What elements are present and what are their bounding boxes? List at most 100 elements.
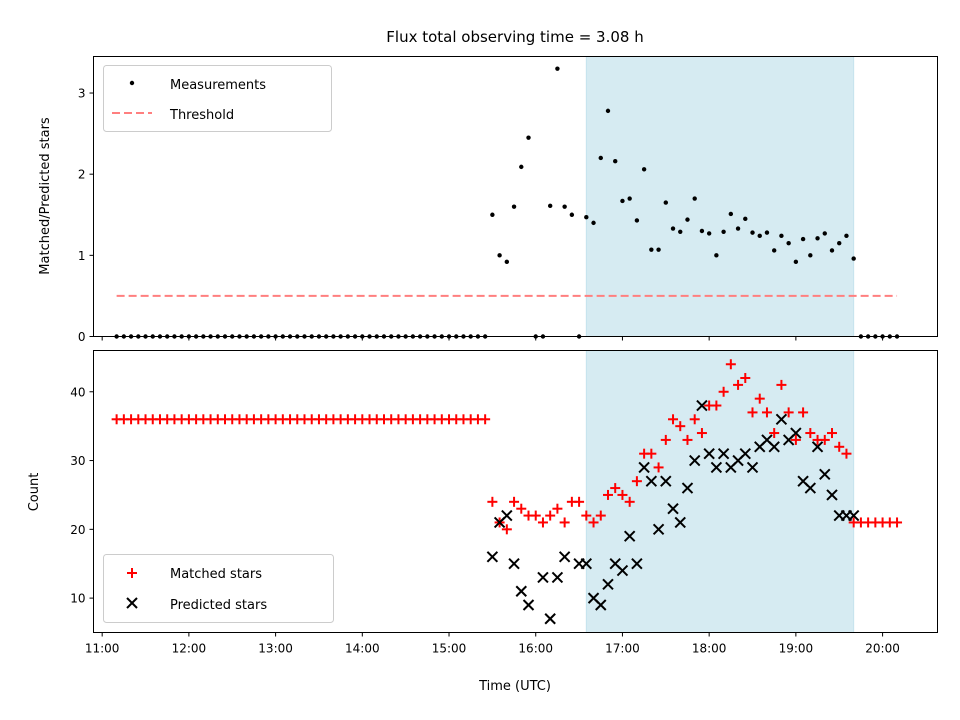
measurement-point: [620, 198, 625, 204]
predicted-star-point: [522, 599, 535, 611]
matched-star-point: [660, 434, 671, 445]
legend-threshold-label: Threshold: [169, 108, 234, 123]
matched-star-point: [718, 386, 729, 397]
matched-star-point: [653, 462, 664, 473]
measurement-point: [670, 226, 676, 231]
measurement-point: [706, 231, 712, 236]
matched-star-point: [834, 441, 845, 452]
observing-window-shade-top: [585, 56, 855, 337]
bottom-plot-frame: [93, 350, 938, 633]
measurement-point: [793, 259, 799, 265]
bottom-x-tick-label: 12:00: [172, 642, 207, 656]
measurement-point: [743, 216, 748, 222]
top-y-tick-label: 3: [78, 87, 86, 101]
predicted-star-point: [623, 530, 636, 542]
matched-star-point: [610, 483, 621, 494]
predicted-star-point: [811, 441, 824, 453]
bottom-x-tick-label: 20:00: [865, 642, 900, 656]
observing-window-shade-bottom: [585, 350, 855, 633]
measurement-point: [714, 253, 719, 258]
predicted-star-point: [660, 475, 672, 487]
bottom-y-axis-label: Count: [27, 473, 42, 512]
measurement-point: [844, 233, 849, 239]
measurement-point: [728, 211, 734, 217]
predicted-star-point: [688, 454, 701, 467]
top-legend: Measurements Threshold: [103, 65, 332, 132]
bottom-y-tick-label: 40: [70, 385, 85, 399]
measurement-point: [786, 240, 791, 246]
matched-star-point: [827, 428, 837, 439]
measurement-point: [685, 217, 690, 222]
top-x-ticks: [101, 336, 884, 341]
predicted-star-point: [544, 613, 556, 625]
predicted-star-point: [710, 461, 723, 474]
predicted-star-point: [602, 578, 614, 591]
measurement-point: [822, 231, 827, 236]
matched-star-point: [769, 428, 780, 439]
measurement-point: [764, 230, 770, 235]
measurement-point: [591, 220, 596, 226]
matched-star-point: [559, 517, 570, 528]
top-y-ticks: 0 1 2 3: [78, 87, 94, 344]
matched-star-point: [516, 503, 527, 514]
measurement-point: [598, 155, 603, 161]
measurement-point: [721, 229, 726, 235]
matched-star-point: [668, 414, 679, 425]
matched-star-point: [841, 448, 852, 459]
bottom-x-ticks: 11:00 12:00 13:00 14:00 15:00 16:00 17:00 18:00…: [85, 632, 900, 656]
bottom-y-ticks: 10 20 30 40: [70, 385, 94, 606]
predicted-star-point: [645, 475, 658, 487]
predicted-star-point: [681, 482, 694, 494]
predicted-star-point: [819, 468, 831, 481]
matched-star-point: [537, 517, 548, 528]
predicted-star-point: [595, 599, 607, 611]
measurement-point: [771, 248, 777, 253]
matched-star-point: [790, 434, 801, 445]
predicted-star-point: [768, 441, 780, 453]
legend-matched-label: Matched stars: [170, 567, 262, 582]
matched-star-point: [892, 517, 903, 528]
bottom-x-tick-label: 19:00: [779, 642, 814, 656]
bottom-panel-marks: [111, 359, 903, 625]
measurement-point: [569, 212, 575, 217]
predicted-star-point: [508, 558, 520, 570]
legend-measurements-marker: [129, 80, 135, 86]
top-panel: 0 1 2 3 Matched/Predicted stars Measurement…: [38, 56, 938, 344]
matched-star-point: [602, 489, 613, 500]
matched-star-point: [747, 407, 758, 418]
matched-star-point: [761, 407, 772, 418]
measurement-point: [490, 212, 495, 217]
matched-star-point: [588, 517, 599, 528]
legend-measurements-label: Measurements: [170, 78, 266, 93]
predicted-star-point: [616, 564, 629, 577]
matched-star-point: [689, 414, 700, 425]
measurement-point: [555, 66, 560, 71]
predicted-star-point: [638, 461, 650, 474]
measurement-point: [526, 135, 531, 140]
matched-star-point: [776, 379, 787, 390]
measurement-point: [504, 259, 510, 265]
bottom-x-tick-label: 16:00: [518, 642, 553, 656]
measurement-point: [562, 204, 567, 209]
measurement-point: [634, 218, 640, 223]
predicted-star-point: [696, 399, 708, 412]
matched-star-point: [631, 476, 642, 487]
bottom-x-tick-label: 13:00: [258, 642, 293, 656]
predicted-star-point: [739, 447, 751, 460]
measurement-point: [511, 204, 517, 209]
predicted-star-point: [804, 482, 817, 494]
predicted-star-point: [486, 551, 499, 563]
predicted-star-point: [826, 489, 838, 501]
legend-matched-marker: [127, 568, 137, 578]
predicted-star-point: [790, 427, 802, 439]
bottom-legend-box: [103, 554, 334, 623]
matched-star-point: [595, 510, 606, 521]
measurement-point: [829, 248, 835, 253]
measurement-point: [519, 164, 524, 170]
predicted-star-point: [537, 571, 549, 584]
matched-star-point: [740, 373, 751, 384]
top-plot-frame: [93, 56, 938, 337]
predicted-star-point: [746, 461, 759, 474]
